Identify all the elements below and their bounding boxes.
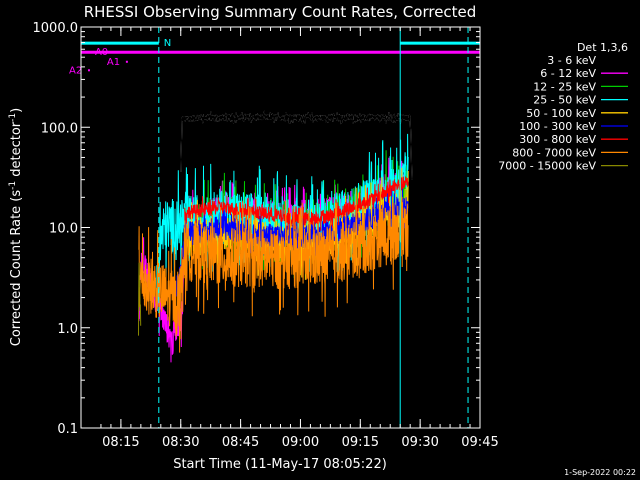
series-layer xyxy=(138,110,413,363)
y-tick-label: 100.0 xyxy=(41,121,78,136)
a0-flag-label: A0 xyxy=(95,47,108,58)
legend-label: 6 - 12 keV xyxy=(540,67,596,80)
y-tick-label: 1.0 xyxy=(57,322,78,337)
x-tick-label: 08:45 xyxy=(222,435,259,450)
night-flag-label: N xyxy=(164,38,171,49)
a0-flag-bar xyxy=(81,50,480,54)
x-tick-label: 09:00 xyxy=(282,435,319,450)
y-axis: 0.1 1.0 10.0 100.0 1000.0 xyxy=(33,21,480,437)
legend-title: Det 1,3,6 xyxy=(577,41,628,54)
legend-label: 12 - 25 keV xyxy=(533,80,596,93)
a1-flag-label: A1 xyxy=(107,57,120,68)
x-tick-label: 09:45 xyxy=(461,435,498,450)
a2-flag-mark xyxy=(87,69,90,72)
legend-label: 100 - 300 keV xyxy=(519,120,596,133)
legend-label: 50 - 100 keV xyxy=(526,107,596,120)
chart-title: RHESSI Observing Summary Count Rates, Co… xyxy=(84,3,477,21)
y-tick-label: 0.1 xyxy=(57,422,78,437)
x-axis: 08:15 08:30 08:45 09:00 09:15 09:30 09:45 xyxy=(100,27,499,450)
legend-label: 300 - 800 keV xyxy=(519,133,596,146)
series-line xyxy=(180,110,413,180)
series-line xyxy=(184,175,409,231)
y-tick-label: 1000.0 xyxy=(33,21,79,36)
series-line xyxy=(138,169,409,353)
y-axis-label: Corrected Count Rate (s-1 detector-1) xyxy=(8,108,24,346)
a2-flag-label: A2 xyxy=(69,65,82,76)
x-tick-label: 08:15 xyxy=(102,435,139,450)
x-axis-label: Start Time (11-May-17 08:05:22) xyxy=(173,457,387,472)
night-flag-bar xyxy=(81,41,159,45)
flags-layer: A0 N A1 A2 xyxy=(69,38,480,76)
footer-timestamp: 1-Sep-2022 00:22 xyxy=(564,468,636,477)
y-tick-label: 10.0 xyxy=(49,222,78,237)
x-tick-label: 08:30 xyxy=(162,435,199,450)
legend-label: 3 - 6 keV xyxy=(547,54,596,67)
legend-label: 7000 - 15000 keV xyxy=(498,160,596,173)
a1-flag-mark xyxy=(125,60,128,63)
series-line xyxy=(138,262,142,336)
legend-label: 800 - 7000 keV xyxy=(512,146,596,159)
x-tick-label: 09:30 xyxy=(401,435,438,450)
night-flag-bar xyxy=(400,41,480,45)
x-tick-label: 09:15 xyxy=(342,435,379,450)
legend-label: 25 - 50 keV xyxy=(533,94,596,107)
